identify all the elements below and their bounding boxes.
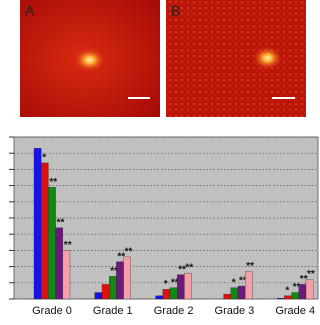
bar <box>123 256 131 300</box>
significance-marker: * <box>285 285 289 296</box>
significance-marker: ** <box>57 217 65 228</box>
x-tick-label: Grade 1 <box>93 305 133 317</box>
bar <box>48 187 56 300</box>
significance-marker: ** <box>293 282 301 293</box>
bar <box>177 274 185 300</box>
significance-marker: ** <box>125 247 133 258</box>
bright-spot <box>72 48 104 72</box>
bar <box>245 271 253 300</box>
bar <box>94 292 103 300</box>
chart: Grade 0*******Grade 1**** **Grade 2* **** *… <box>9 136 318 317</box>
bar <box>230 287 239 300</box>
significance-marker: ** <box>185 263 193 274</box>
significance-marker: ** <box>178 264 186 275</box>
x-tick-label: Grade 3 <box>215 305 255 317</box>
x-tick-label: Grade 0 <box>32 305 72 317</box>
bar <box>101 284 110 300</box>
x-tick-label: Grade 4 <box>275 305 315 317</box>
bar <box>109 276 117 300</box>
bar <box>169 287 178 300</box>
significance-marker: ** <box>117 251 125 262</box>
panel-a: A <box>20 0 160 117</box>
significance-marker: ** <box>110 266 118 277</box>
bar <box>277 298 285 300</box>
bright-spot <box>251 46 281 70</box>
significance-marker: ** <box>64 240 72 251</box>
significance-marker: * <box>232 277 236 288</box>
significance-marker: ** <box>49 177 57 188</box>
significance-marker: * <box>164 279 168 290</box>
image-b <box>166 0 306 117</box>
bar <box>237 285 246 300</box>
bar <box>41 162 49 300</box>
significance-marker: ** <box>300 274 308 285</box>
significance-marker: ** <box>171 277 179 288</box>
bar <box>298 284 307 300</box>
panel-label: B <box>171 3 180 19</box>
bar <box>291 292 299 300</box>
bar <box>155 295 163 300</box>
panel-label: A <box>25 3 35 19</box>
panel-b: B <box>166 0 306 117</box>
bar <box>162 289 171 300</box>
bar <box>33 148 42 300</box>
bar <box>55 227 63 300</box>
bar <box>62 250 71 300</box>
significance-marker: ** <box>239 276 247 287</box>
bar <box>223 293 231 300</box>
significance-marker: ** <box>307 269 315 280</box>
significance-marker: * <box>42 153 46 164</box>
x-tick-label: Grade 2 <box>154 305 194 317</box>
bar <box>184 272 192 300</box>
significance-marker: ** <box>246 261 254 272</box>
bar <box>305 279 314 300</box>
bar <box>116 261 124 300</box>
